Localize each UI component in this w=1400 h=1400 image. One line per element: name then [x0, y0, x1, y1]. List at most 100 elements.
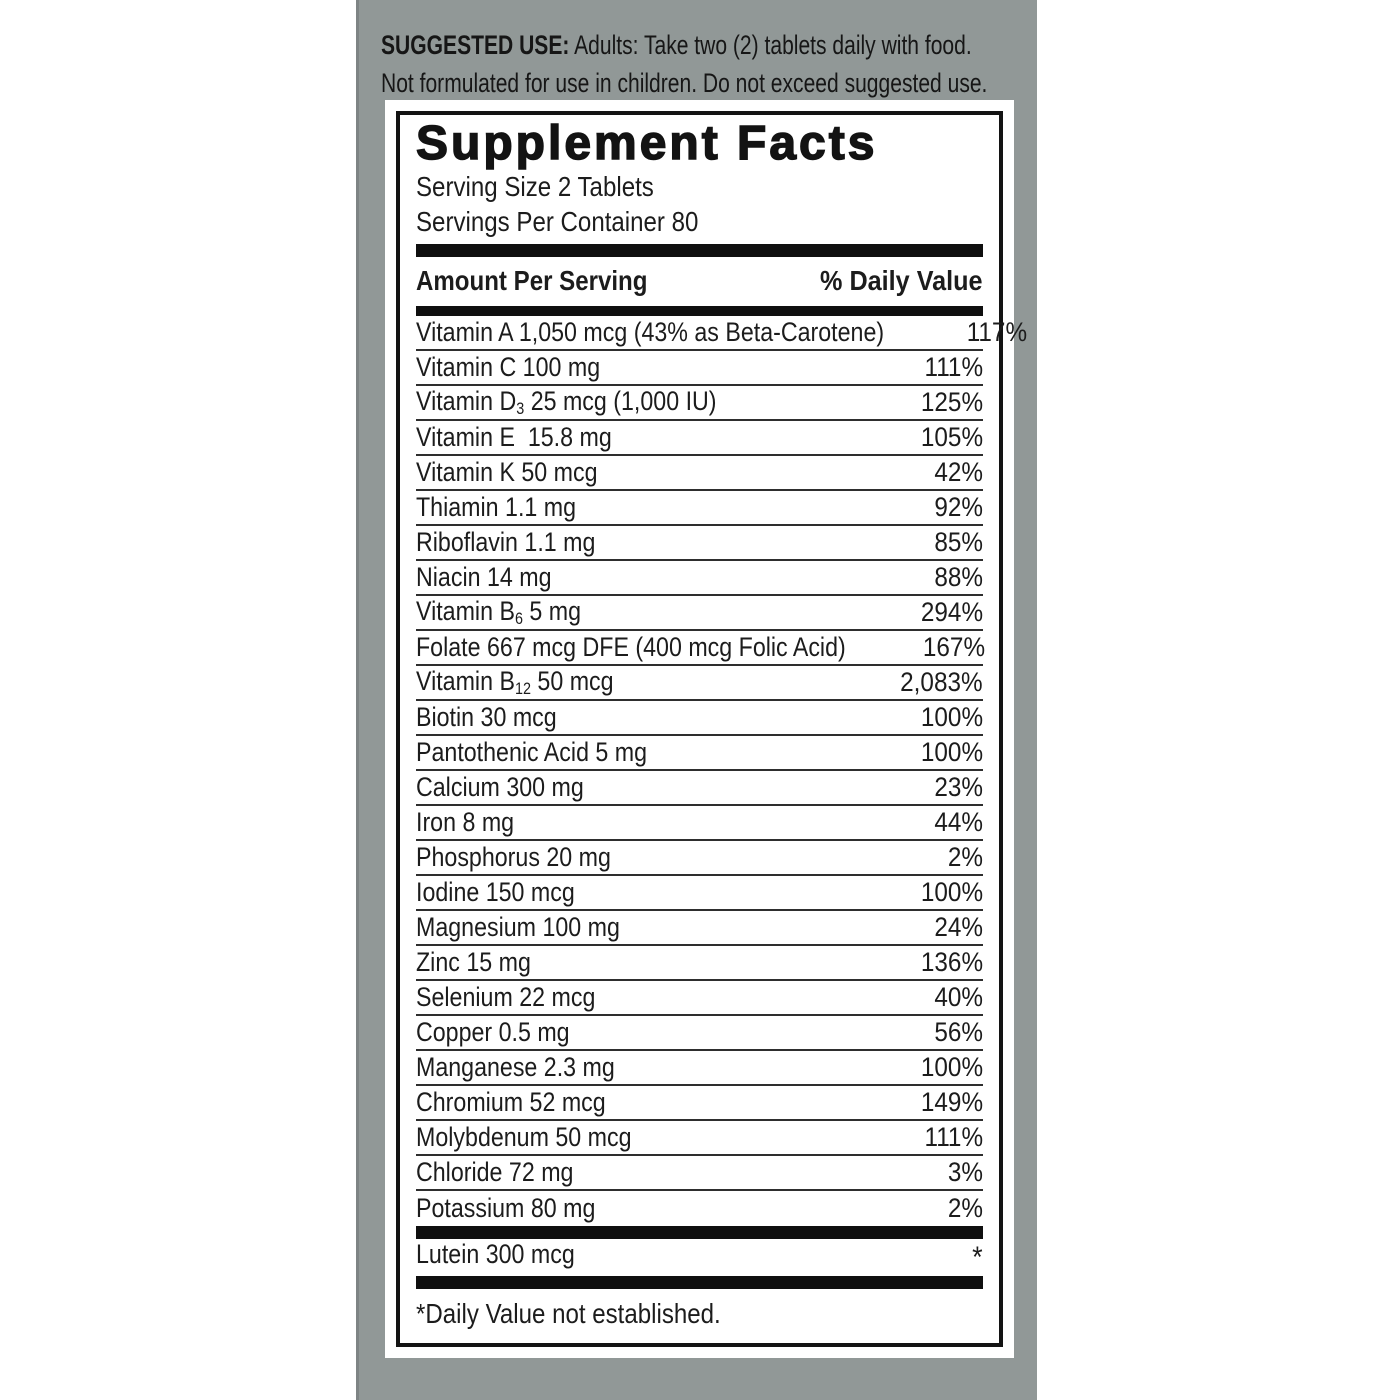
- row-daily-value: 294%: [920, 597, 983, 627]
- row-name: Biotin 30 mcg: [416, 702, 557, 732]
- row-daily-value: 111%: [924, 1122, 983, 1152]
- row-daily-value: *: [972, 1241, 983, 1274]
- supplement-facts-border: Supplement Facts Serving Size 2 Tablets …: [396, 111, 1027, 1347]
- row-daily-value: 105%: [920, 422, 983, 452]
- row-name: Magnesium 100 mg: [416, 912, 620, 942]
- row-name: Vitamin B6 5 mg: [416, 596, 582, 629]
- row-name: Chromium 52 mcg: [416, 1087, 606, 1117]
- nutrient-row: Lutein 300 mcg *: [416, 1239, 983, 1276]
- row-daily-value: 3%: [947, 1157, 983, 1187]
- nutrient-row: Pantothenic Acid 5 mg 100%: [416, 736, 983, 771]
- nutrient-row: Thiamin 1.1 mg 92%: [416, 491, 983, 526]
- row-daily-value: 40%: [934, 982, 983, 1012]
- suggested-use-label: SUGGESTED USE:: [381, 30, 570, 60]
- row-daily-value: 2%: [947, 842, 983, 872]
- row-daily-value: 136%: [920, 947, 983, 977]
- row-daily-value: 2,083%: [900, 667, 983, 697]
- row-daily-value: 23%: [934, 772, 983, 802]
- row-daily-value: 100%: [920, 702, 983, 732]
- row-daily-value: 100%: [920, 737, 983, 767]
- row-daily-value: 88%: [934, 562, 983, 592]
- nutrient-row: Calcium 300 mg 23%: [416, 771, 983, 806]
- nutrient-row: Copper 0.5 mg 56%: [416, 1016, 983, 1051]
- row-name: Niacin 14 mg: [416, 562, 552, 592]
- nutrient-row: Phosphorus 20 mg 2%: [416, 841, 983, 876]
- nutrient-row: Zinc 15 mg 136%: [416, 946, 983, 981]
- divider-bar-header: [416, 306, 983, 316]
- row-daily-value: 2%: [947, 1193, 983, 1223]
- row-daily-value: 100%: [920, 1052, 983, 1082]
- nutrient-row: Potassium 80 mg 2%: [416, 1191, 983, 1226]
- nutrient-row: Folate 667 mcg DFE (400 mcg Folic Acid) …: [416, 631, 985, 666]
- divider-bar-middle: [416, 1226, 983, 1239]
- nutrient-row: Manganese 2.3 mg 100%: [416, 1051, 983, 1086]
- suggested-use-line1-rest: Adults: Take two (2) tablets daily with …: [569, 30, 972, 60]
- row-daily-value: 167%: [922, 632, 985, 662]
- suggested-use-line2: Not formulated for use in children. Do n…: [381, 68, 988, 98]
- row-name: Pantothenic Acid 5 mg: [416, 737, 648, 767]
- row-name: Thiamin 1.1 mg: [416, 492, 577, 522]
- row-name: Vitamin C 100 mg: [416, 352, 601, 382]
- row-name: Chloride 72 mg: [416, 1157, 574, 1187]
- row-name: Selenium 22 mcg: [416, 982, 596, 1012]
- column-header-daily-value: % Daily Value: [820, 265, 983, 296]
- footnote: *Daily Value not established.: [416, 1298, 721, 1329]
- row-daily-value: 24%: [934, 912, 983, 942]
- row-name: Calcium 300 mg: [416, 772, 584, 802]
- nutrient-row: Vitamin B12 50 mcg 2,083%: [416, 666, 983, 701]
- panel-title: Supplement Facts: [415, 117, 878, 170]
- nutrient-row: Chloride 72 mg 3%: [416, 1156, 983, 1191]
- nutrient-row: Vitamin A 1,050 mcg (43% as Beta-Caroten…: [416, 316, 1027, 351]
- row-name: Vitamin A 1,050 mcg (43% as Beta-Caroten…: [416, 317, 885, 347]
- row-name: Vitamin B12 50 mcg: [416, 666, 614, 699]
- row-name: Vitamin K 50 mcg: [416, 457, 598, 487]
- row-name: Lutein 300 mcg: [416, 1239, 575, 1269]
- row-name: Copper 0.5 mg: [416, 1017, 570, 1047]
- column-headers: Amount Per Serving % Daily Value: [416, 257, 983, 306]
- row-daily-value: 125%: [920, 387, 983, 417]
- other-ingredient-rows: Lutein 300 mcg *: [416, 1239, 983, 1276]
- nutrient-row: Iodine 150 mcg 100%: [416, 876, 983, 911]
- label-background-panel: SUGGESTED USE: Adults: Take two (2) tabl…: [356, 0, 1037, 1400]
- nutrient-row: Iron 8 mg 44%: [416, 806, 983, 841]
- nutrient-row: Molybdenum 50 mcg 111%: [416, 1121, 983, 1156]
- row-daily-value: 117%: [967, 317, 1028, 347]
- row-name: Folate 667 mcg DFE (400 mcg Folic Acid): [416, 632, 846, 662]
- supplement-facts-panel: Supplement Facts Serving Size 2 Tablets …: [385, 100, 1027, 1358]
- nutrient-row: Vitamin E 15.8 mg 105%: [416, 421, 983, 456]
- nutrient-row: Vitamin D3 25 mcg (1,000 IU) 125%: [416, 386, 983, 421]
- nutrient-row: Biotin 30 mcg 100%: [416, 701, 983, 736]
- row-name: Iodine 150 mcg: [416, 877, 575, 907]
- nutrient-rows: Vitamin A 1,050 mcg (43% as Beta-Caroten…: [416, 316, 1027, 1226]
- row-name: Zinc 15 mg: [416, 947, 531, 977]
- suggested-use-text: SUGGESTED USE: Adults: Take two (2) tabl…: [381, 26, 1158, 102]
- row-name: Vitamin E 15.8 mg: [416, 422, 612, 452]
- nutrient-row: Riboflavin 1.1 mg 85%: [416, 526, 983, 561]
- row-name: Vitamin D3 25 mcg (1,000 IU): [416, 386, 717, 419]
- divider-bar-bottom: [416, 1276, 983, 1289]
- nutrient-row: Magnesium 100 mg 24%: [416, 911, 983, 946]
- row-daily-value: 100%: [920, 877, 983, 907]
- row-name: Phosphorus 20 mg: [416, 842, 611, 872]
- nutrient-row: Niacin 14 mg 88%: [416, 561, 983, 596]
- row-daily-value: 92%: [934, 492, 983, 522]
- serving-size: Serving Size 2 Tablets: [416, 171, 654, 202]
- nutrient-row: Vitamin B6 5 mg 294%: [416, 596, 983, 631]
- row-daily-value: 85%: [934, 527, 983, 557]
- nutrient-row: Selenium 22 mcg 40%: [416, 981, 983, 1016]
- row-name: Iron 8 mg: [416, 807, 515, 837]
- row-daily-value: 56%: [934, 1017, 983, 1047]
- column-header-amount: Amount Per Serving: [416, 265, 648, 296]
- row-name: Molybdenum 50 mcg: [416, 1122, 632, 1152]
- servings-per-container: Servings Per Container 80: [416, 206, 699, 237]
- divider-bar-top: [416, 244, 983, 257]
- suggested-use-line1: SUGGESTED USE: Adults: Take two (2) tabl…: [381, 26, 987, 64]
- row-daily-value: 44%: [934, 807, 983, 837]
- row-name: Riboflavin 1.1 mg: [416, 527, 596, 557]
- nutrient-row: Chromium 52 mcg 149%: [416, 1086, 983, 1121]
- row-name: Manganese 2.3 mg: [416, 1052, 615, 1082]
- row-daily-value: 42%: [934, 457, 983, 487]
- row-daily-value: 111%: [924, 352, 983, 382]
- row-name: Potassium 80 mg: [416, 1193, 596, 1223]
